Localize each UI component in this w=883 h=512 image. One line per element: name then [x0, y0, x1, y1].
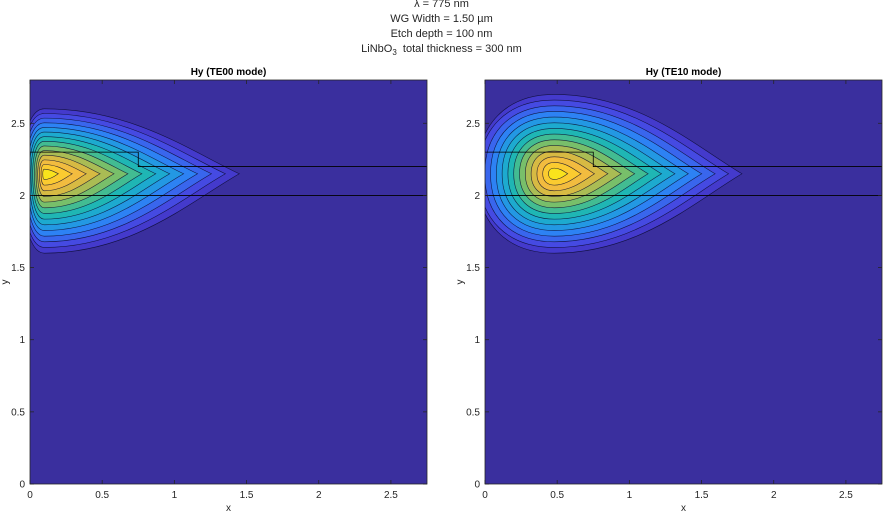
plot-title: Hy (TE10 mode) — [646, 67, 722, 78]
field-map — [30, 108, 427, 254]
waveguide-outline — [30, 151, 427, 196]
y-tick-label: 1.5 — [11, 263, 25, 274]
y-axis-label: y — [455, 280, 466, 285]
waveguide-outline — [485, 151, 882, 196]
x-tick-label: 0.5 — [95, 490, 109, 501]
x-tick-label: 0 — [27, 490, 33, 501]
figure-header: λ = 775 nm WG Width = 1.50 µm Etch depth… — [0, 0, 883, 60]
wavelength-label: λ = 775 nm — [414, 0, 469, 10]
y-tick-label: 1.5 — [466, 263, 480, 274]
etch-depth-label: Etch depth = 100 nm — [390, 28, 493, 40]
x-tick-label: 1.5 — [240, 490, 254, 501]
x-axis-label: x — [681, 503, 686, 512]
x-axis-label: x — [226, 503, 231, 512]
y-tick-label: 0 — [474, 480, 480, 491]
y-tick-label: 0.5 — [466, 407, 480, 418]
wg-width-label: WG Width = 1.50 µm — [390, 13, 493, 25]
x-tick-label: 2.5 — [384, 490, 398, 501]
thickness-label: LiNbO3 total thickness = 300 nm — [361, 43, 522, 58]
axes-frame — [29, 79, 428, 485]
y-tick-label: 2 — [474, 191, 480, 202]
plot-title: Hy (TE00 mode) — [191, 67, 267, 78]
contour-level — [548, 167, 569, 180]
plot-panel-2: 0 0.5 1 1.5 2 2.5 0 0.5 1 1.5 2 2.5 Hy (TE10 mode) x y — [455, 67, 883, 512]
x-tick-label: 2 — [771, 490, 777, 501]
x-tick-label: 2 — [316, 490, 322, 501]
y-tick-label: 2 — [19, 191, 25, 202]
plot-panel-1: 0 0.5 1 1.5 2 2.5 0 0.5 1 1.5 2 2.5 Hy (TE00 mode) x y — [0, 67, 428, 512]
y-tick-label: 2.5 — [11, 119, 25, 130]
axes-frame — [484, 79, 883, 485]
x-tick-label: 2.5 — [839, 490, 853, 501]
contour-level — [42, 168, 60, 180]
x-tick-label: 0 — [482, 490, 488, 501]
y-tick-label: 0.5 — [11, 407, 25, 418]
y-axis-label: y — [0, 280, 11, 285]
y-tick-label: 1 — [474, 335, 480, 346]
y-tick-label: 0 — [19, 480, 25, 491]
y-tick-label: 2.5 — [466, 119, 480, 130]
field-map — [485, 94, 882, 254]
x-tick-label: 1 — [627, 490, 633, 501]
y-tick-label: 1 — [19, 335, 25, 346]
x-tick-label: 0.5 — [550, 490, 564, 501]
x-tick-label: 1.5 — [695, 490, 709, 501]
x-tick-label: 1 — [172, 490, 178, 501]
